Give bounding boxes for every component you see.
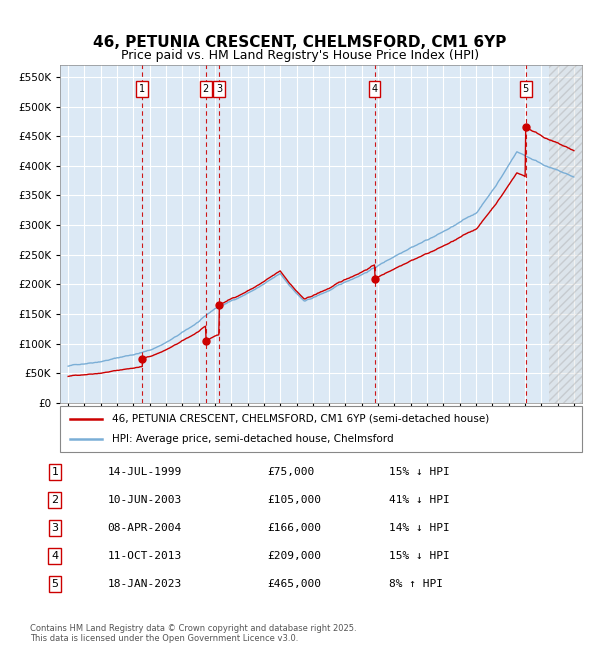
Text: 11-OCT-2013: 11-OCT-2013 — [107, 551, 182, 561]
Text: £166,000: £166,000 — [268, 523, 322, 533]
Bar — [550, 65, 582, 403]
Text: £209,000: £209,000 — [268, 551, 322, 561]
Text: 46, PETUNIA CRESCENT, CHELMSFORD, CM1 6YP: 46, PETUNIA CRESCENT, CHELMSFORD, CM1 6Y… — [94, 34, 506, 50]
Text: HPI: Average price, semi-detached house, Chelmsford: HPI: Average price, semi-detached house,… — [112, 434, 394, 444]
Text: Contains HM Land Registry data © Crown copyright and database right 2025.
This d: Contains HM Land Registry data © Crown c… — [30, 624, 356, 644]
Text: 5: 5 — [52, 579, 58, 589]
Text: £105,000: £105,000 — [268, 495, 322, 505]
Text: 14-JUL-1999: 14-JUL-1999 — [107, 467, 182, 477]
Text: 1: 1 — [139, 84, 145, 94]
Text: 5: 5 — [523, 84, 529, 94]
Text: 41% ↓ HPI: 41% ↓ HPI — [389, 495, 449, 505]
Text: 15% ↓ HPI: 15% ↓ HPI — [389, 467, 449, 477]
Text: 15% ↓ HPI: 15% ↓ HPI — [389, 551, 449, 561]
Text: Price paid vs. HM Land Registry's House Price Index (HPI): Price paid vs. HM Land Registry's House … — [121, 49, 479, 62]
Text: 08-APR-2004: 08-APR-2004 — [107, 523, 182, 533]
Text: £465,000: £465,000 — [268, 579, 322, 589]
Text: 18-JAN-2023: 18-JAN-2023 — [107, 579, 182, 589]
Text: 3: 3 — [52, 523, 58, 533]
Text: 8% ↑ HPI: 8% ↑ HPI — [389, 579, 443, 589]
Text: 3: 3 — [217, 84, 223, 94]
Text: 10-JUN-2003: 10-JUN-2003 — [107, 495, 182, 505]
Text: 1: 1 — [52, 467, 58, 477]
Text: 2: 2 — [51, 495, 58, 505]
Text: 4: 4 — [371, 84, 377, 94]
FancyBboxPatch shape — [60, 406, 582, 452]
Text: 4: 4 — [51, 551, 58, 561]
Text: 14% ↓ HPI: 14% ↓ HPI — [389, 523, 449, 533]
Bar — [550, 65, 582, 403]
Text: 46, PETUNIA CRESCENT, CHELMSFORD, CM1 6YP (semi-detached house): 46, PETUNIA CRESCENT, CHELMSFORD, CM1 6Y… — [112, 414, 490, 424]
Text: 2: 2 — [203, 84, 209, 94]
Text: £75,000: £75,000 — [268, 467, 314, 477]
